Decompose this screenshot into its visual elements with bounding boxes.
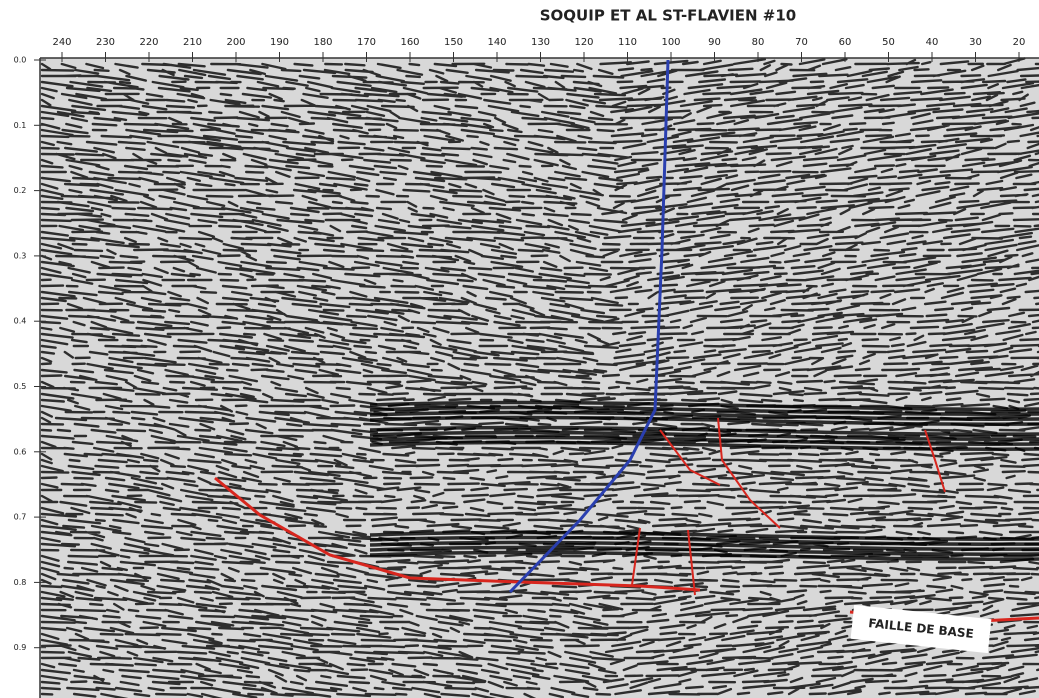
x-tick-label: 80 <box>752 37 765 48</box>
y-tick-label: 0.6 <box>14 447 27 456</box>
x-tick-label: 200 <box>226 37 245 48</box>
x-tick-label: 190 <box>270 37 289 48</box>
y-tick-label: 0.9 <box>14 643 27 652</box>
y-tick-label: 0.3 <box>14 251 27 260</box>
x-tick-label: 20 <box>1013 37 1026 48</box>
x-tick-label: 30 <box>969 37 982 48</box>
y-tick-label: 0.7 <box>14 513 27 522</box>
x-tick-label: 210 <box>183 37 202 48</box>
x-tick-label: 60 <box>839 37 852 48</box>
x-tick-label: 110 <box>618 37 637 48</box>
y-tick-label: 0.1 <box>14 121 27 130</box>
y-tick-label: 0.2 <box>14 186 27 195</box>
section-title: SOQUIP ET AL ST-FLAVIEN #10 <box>540 7 796 25</box>
x-tick-label: 230 <box>96 37 115 48</box>
seismic-section: SOQUIP ET AL ST-FLAVIEN #10 240 230 220 210… <box>0 0 1039 698</box>
y-tick-label: 0.8 <box>14 578 27 587</box>
x-tick-label: 150 <box>444 37 463 48</box>
y-tick-label: 0.5 <box>14 382 27 391</box>
x-tick-label: 40 <box>926 37 939 48</box>
y-tick-label: 0.4 <box>14 317 27 326</box>
x-tick-label: 120 <box>574 37 593 48</box>
x-tick-label: 180 <box>313 37 332 48</box>
x-tick-label: 140 <box>487 37 506 48</box>
x-tick-label: 90 <box>708 37 721 48</box>
x-tick-label: 160 <box>400 37 419 48</box>
x-tick-label: 100 <box>661 37 680 48</box>
x-tick-label: 130 <box>531 37 550 48</box>
x-tick-label: 240 <box>52 37 71 48</box>
y-tick-label: 0.0 <box>14 56 27 65</box>
x-tick-label: 70 <box>795 37 808 48</box>
x-tick-label: 170 <box>357 37 376 48</box>
x-tick-label: 220 <box>139 37 158 48</box>
x-tick-label: 50 <box>882 37 895 48</box>
